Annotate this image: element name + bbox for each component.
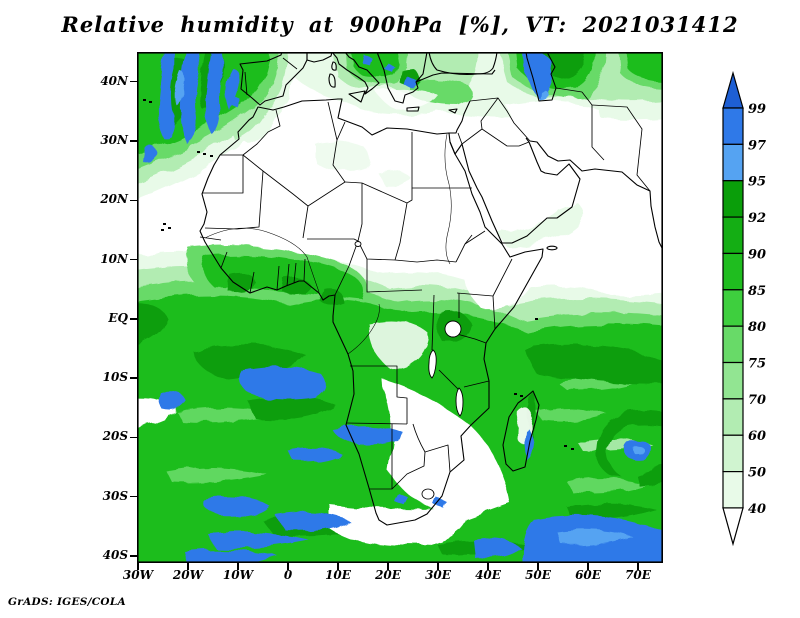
lon-tick: [187, 563, 189, 570]
colorbar-arrow-top: [722, 70, 744, 109]
lon-tick-label: 40E: [475, 568, 501, 582]
colorbar-segment: [722, 143, 744, 182]
colorbar-tick-label: 95: [748, 175, 766, 190]
colorbar-segment: [722, 471, 744, 509]
lon-tick: [437, 563, 439, 570]
lon-tick-label: 20W: [172, 568, 204, 582]
colorbar-tick-label: 40: [748, 502, 766, 517]
lat-tick: [130, 140, 137, 142]
colorbar-tick-label: 60: [748, 429, 766, 444]
map-canvas: [137, 52, 663, 563]
lon-tick: [487, 563, 489, 570]
lat-tick-label: 20S: [102, 429, 128, 444]
colorbar-segment: [722, 361, 744, 400]
lon-tick-label: 70E: [625, 568, 651, 582]
colorbar-segment: [722, 107, 744, 145]
plot-title: Relative humidity at 900hPa [%], VT: 202…: [61, 12, 739, 37]
lat-tick-label: 40N: [100, 73, 128, 88]
colorbar-tick-label: 75: [748, 357, 766, 372]
islands: [143, 99, 574, 450]
lat-tick: [130, 318, 137, 320]
coastlines: [199, 52, 663, 526]
lon-tick-label: 60E: [575, 568, 601, 582]
lon-tick-label: 20E: [375, 568, 401, 582]
humidity-shading: [137, 52, 663, 563]
colorbar-tick-label: 50: [748, 466, 766, 481]
colorbar-segment: [722, 252, 744, 291]
lat-tick-label: 20N: [100, 192, 128, 207]
colorbar-arrow-bottom: [722, 507, 744, 547]
attribution-text: GrADS: IGES/COLA: [8, 596, 126, 608]
lon-tick: [287, 563, 289, 570]
colorbar-tick-label: 90: [748, 247, 766, 262]
lat-tick: [130, 258, 137, 261]
lat-tick: [130, 436, 137, 439]
lat-tick-label: 10S: [102, 370, 128, 385]
map-frame: [137, 52, 663, 563]
lon-tick: [387, 563, 389, 570]
lon-tick-label: 30E: [425, 568, 451, 582]
rivers: [204, 133, 452, 355]
lon-tick: [637, 563, 639, 570]
lat-tick: [130, 80, 137, 83]
lat-tick: [130, 199, 137, 201]
colorbar-segment: [722, 289, 744, 327]
lon-tick: [237, 563, 239, 570]
lon-tick: [587, 563, 589, 570]
colorbar-tick-label: 70: [748, 393, 766, 408]
lon-tick-label: 50E: [525, 568, 551, 582]
colorbar-segment: [722, 325, 744, 364]
lat-tick-label: EQ: [108, 310, 128, 325]
lat-tick-label: 30S: [102, 488, 128, 503]
lat-tick: [130, 377, 137, 379]
colorbar-tick-label: 92: [748, 211, 766, 226]
lat-tick-label: 40S: [102, 547, 128, 562]
colorbar-tick-label: 80: [748, 320, 766, 335]
colorbar: 99 97 95 92 90 85 80 75 70 60 50 40: [722, 70, 766, 547]
lat-tick: [130, 495, 137, 498]
lakes: [354, 241, 464, 417]
colorbar-segment: [722, 216, 744, 255]
colorbar-tick-label: 85: [748, 284, 766, 299]
colorbar-segment: [722, 434, 744, 473]
lon-tick-label: 10E: [325, 568, 351, 582]
lon-tick: [337, 563, 339, 570]
lat-tick-label: 30N: [100, 132, 128, 147]
lon-tick: [537, 563, 539, 570]
lat-tick-label: 10N: [100, 251, 128, 266]
country-borders: [199, 57, 651, 500]
lon-tick-label: 10W: [222, 568, 254, 582]
colorbar-segment: [722, 180, 744, 218]
lat-tick: [130, 555, 137, 557]
lon-tick: [137, 563, 139, 570]
lon-tick-label: 30W: [122, 568, 154, 582]
lon-tick-label: 0: [283, 568, 293, 582]
colorbar-tick-label: 97: [748, 138, 766, 153]
colorbar-tick-label: 99: [748, 102, 766, 117]
colorbar-segment: [722, 398, 744, 436]
